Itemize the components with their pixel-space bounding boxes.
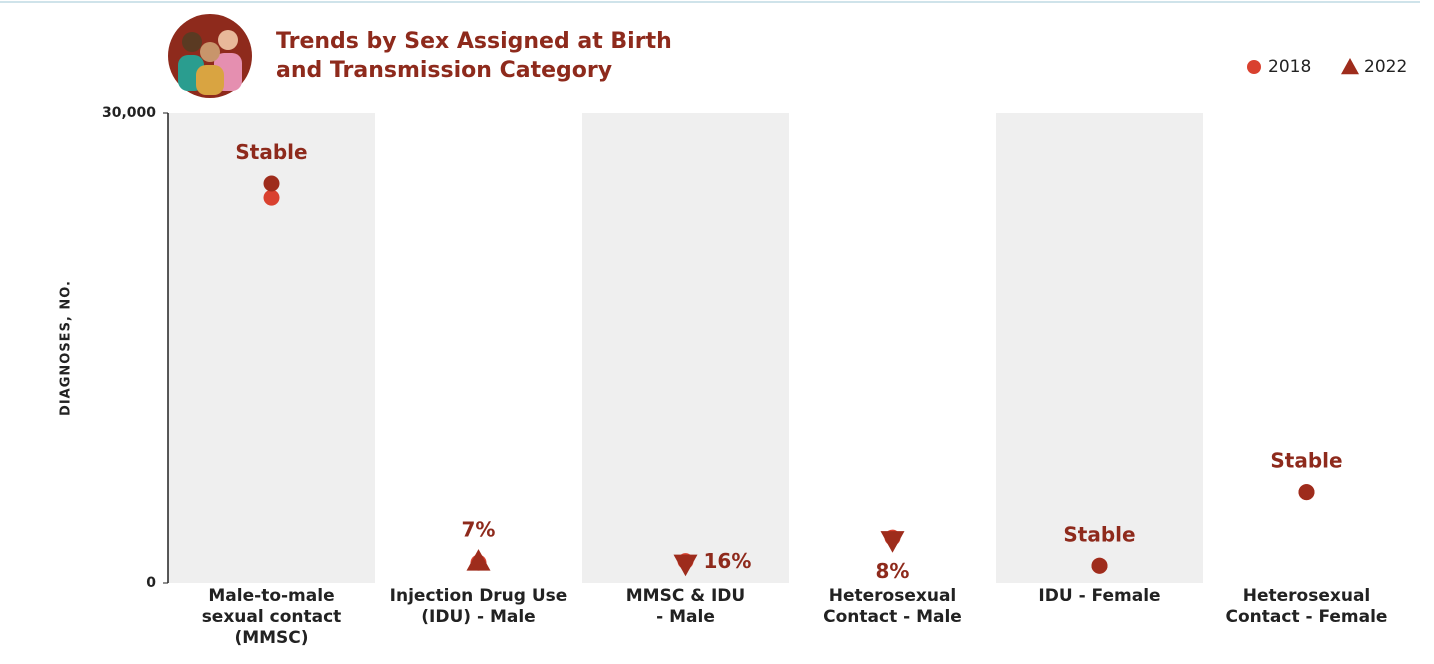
x-tick-label: - Male (656, 607, 715, 627)
x-tick-label: IDU - Female (1038, 586, 1160, 606)
marker (880, 531, 905, 553)
column-band (582, 113, 789, 583)
legend-marker (1247, 60, 1261, 74)
trend-label: 16% (704, 549, 752, 573)
x-tick-label: sexual contact (202, 607, 342, 627)
legend-label: 2022 (1364, 57, 1407, 77)
y-tick-label: 30,000 (102, 105, 156, 121)
marker (263, 189, 280, 206)
marker (1298, 484, 1315, 501)
trend-label: Stable (1063, 522, 1135, 546)
marker (673, 554, 698, 577)
x-tick-label: Male-to-male (208, 586, 334, 606)
trend-label: Stable (1270, 449, 1342, 473)
x-tick-label: Contact - Female (1226, 607, 1388, 627)
column-band (996, 113, 1203, 583)
trend-label: 8% (876, 559, 910, 583)
chart-title: Trends by Sex Assigned at Birth (276, 29, 672, 54)
x-tick-label: MMSC & IDU (626, 586, 745, 606)
x-tick-label: Contact - Male (823, 607, 962, 627)
x-tick-label: Heterosexual (829, 586, 957, 606)
marker (1091, 557, 1108, 574)
legend-label: 2018 (1268, 57, 1311, 77)
marker (263, 175, 280, 192)
x-tick-label: Injection Drug Use (390, 586, 568, 606)
trend-label: Stable (235, 140, 307, 164)
x-tick-label: (IDU) - Male (421, 607, 535, 627)
legend-marker (1341, 58, 1359, 75)
people-icon (168, 14, 252, 98)
y-tick-label: 0 (146, 575, 156, 591)
x-tick-label: (MMSC) (234, 628, 308, 648)
y-axis-label: DIAGNOSES, NO. (59, 280, 74, 416)
x-tick-label: Heterosexual (1243, 586, 1371, 606)
chart-title: and Transmission Category (276, 58, 612, 83)
marker (466, 549, 491, 571)
trend-label: 7% (462, 518, 496, 542)
